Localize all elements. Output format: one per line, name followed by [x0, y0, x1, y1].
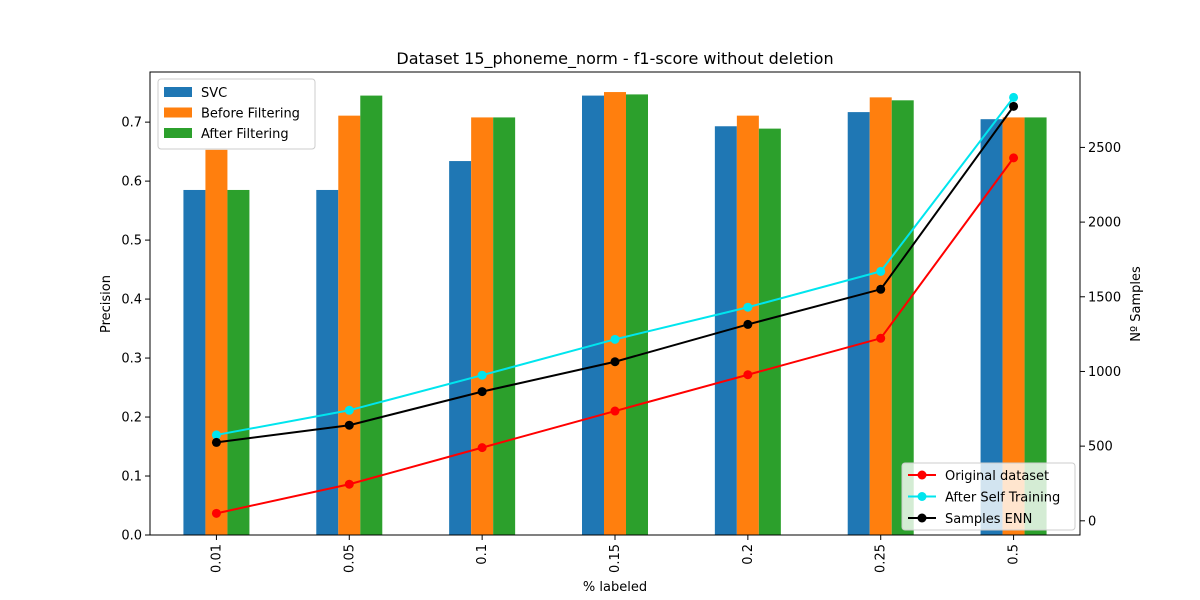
bars-layer — [183, 92, 1047, 536]
bar — [471, 117, 494, 535]
y2-tick-label: 0 — [1088, 514, 1096, 529]
data-point — [743, 302, 753, 312]
bar — [316, 189, 339, 535]
data-point — [477, 443, 487, 453]
data-point — [876, 284, 886, 294]
legend-box — [157, 78, 316, 150]
data-point — [1009, 153, 1019, 163]
x-tick-label: 0.5 — [1007, 544, 1022, 565]
y2-tick-label: 1000 — [1088, 365, 1121, 380]
bar — [758, 128, 781, 536]
legend-label: SVC — [201, 86, 227, 101]
legend-label: Original dataset — [945, 469, 1049, 484]
y2-tick-label: 1500 — [1088, 290, 1121, 305]
x-tick-label: 0.2 — [741, 544, 756, 565]
bar — [1024, 117, 1047, 535]
y2-tick-label: 500 — [1088, 440, 1113, 455]
y-tick-label: 0.4 — [121, 293, 142, 308]
x-tick-label: 0.05 — [342, 544, 357, 573]
legend-marker — [917, 492, 927, 501]
bar — [626, 94, 648, 536]
legend-swatch — [164, 107, 192, 118]
legend-bars: SVC Before Filtering After Filtering — [157, 78, 316, 150]
data-point — [610, 334, 620, 344]
bar — [205, 149, 228, 535]
y2-axis-label: Nº Samples — [1129, 266, 1144, 342]
bar — [227, 189, 250, 535]
bar — [582, 95, 604, 536]
y2-tick-label: 2000 — [1088, 216, 1121, 231]
y-tick-label: 0.3 — [121, 352, 142, 367]
data-point — [344, 479, 354, 489]
legend-label: Before Filtering — [201, 107, 300, 122]
legend-lines: Original dataset After Self Training Sampl… — [901, 462, 1076, 531]
y-tick-label: 0.5 — [121, 234, 142, 249]
y-tick-label: 0.0 — [121, 529, 142, 544]
x-tick-label: 0.1 — [475, 544, 490, 565]
data-point — [211, 437, 221, 447]
bar — [891, 100, 914, 536]
x-tick-label: 0.15 — [608, 544, 623, 573]
bar — [360, 95, 383, 536]
legend-box — [901, 462, 1076, 531]
data-point — [211, 430, 221, 440]
y-tick-label: 0.6 — [121, 175, 142, 190]
x-tick-label: 0.01 — [209, 544, 224, 573]
data-point — [610, 406, 620, 416]
x-tick-label: 0.25 — [874, 544, 889, 573]
data-point — [344, 405, 354, 415]
y2-tick-label: 2500 — [1088, 141, 1121, 156]
bar — [493, 117, 516, 535]
bar — [449, 161, 472, 535]
data-point — [743, 370, 753, 380]
legend-label: Samples ENN — [945, 512, 1032, 527]
data-point — [876, 333, 886, 343]
legend-label: After Self Training — [945, 491, 1060, 506]
bar — [338, 115, 361, 535]
data-point — [1009, 101, 1019, 111]
y-axis-label: Precision — [99, 275, 114, 333]
bar — [980, 119, 1003, 535]
data-point — [876, 266, 886, 276]
x-axis-label: % labeled — [583, 580, 647, 595]
data-point — [477, 387, 487, 397]
bar — [604, 92, 626, 536]
data-point — [344, 420, 354, 430]
bar — [869, 97, 892, 535]
legend-swatch — [164, 87, 192, 97]
data-point — [211, 508, 221, 518]
legend-marker — [917, 470, 927, 480]
bar — [1002, 117, 1025, 535]
legend-marker — [917, 513, 927, 523]
data-point — [477, 370, 487, 380]
y-tick-label: 0.2 — [121, 411, 142, 426]
data-point — [1009, 92, 1019, 102]
data-point — [610, 357, 620, 367]
lines-layer — [211, 92, 1019, 518]
y-tick-label: 0.7 — [121, 116, 142, 131]
bar — [847, 112, 870, 536]
axes-layer: 0.0 0.1 0.2 0.3 0.4 0.5 0.6 0.7 0 500 1000 1500 2000… — [121, 71, 1121, 573]
data-point — [743, 319, 753, 329]
chart-title: Dataset 15_phoneme_norm - f1-score witho… — [396, 49, 833, 69]
legend-swatch — [164, 128, 192, 138]
y-tick-label: 0.1 — [121, 470, 142, 485]
bar — [183, 189, 206, 535]
legend-label: After Filtering — [201, 127, 289, 142]
